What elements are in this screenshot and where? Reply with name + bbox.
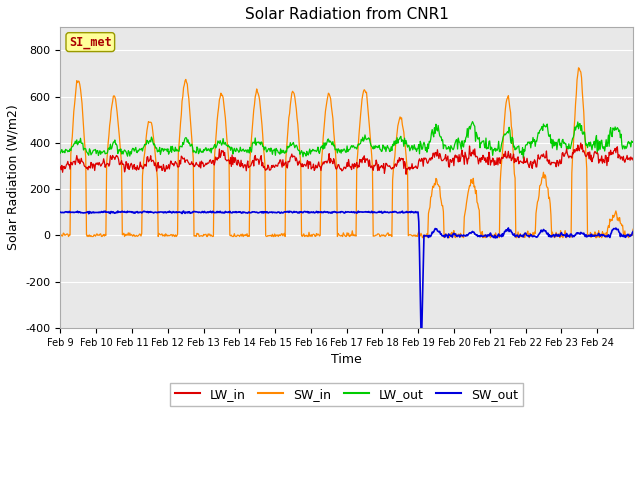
Text: SI_met: SI_met: [69, 36, 112, 48]
Title: Solar Radiation from CNR1: Solar Radiation from CNR1: [244, 7, 449, 22]
X-axis label: Time: Time: [332, 353, 362, 366]
Y-axis label: Solar Radiation (W/m2): Solar Radiation (W/m2): [7, 105, 20, 251]
Legend: LW_in, SW_in, LW_out, SW_out: LW_in, SW_in, LW_out, SW_out: [170, 383, 524, 406]
